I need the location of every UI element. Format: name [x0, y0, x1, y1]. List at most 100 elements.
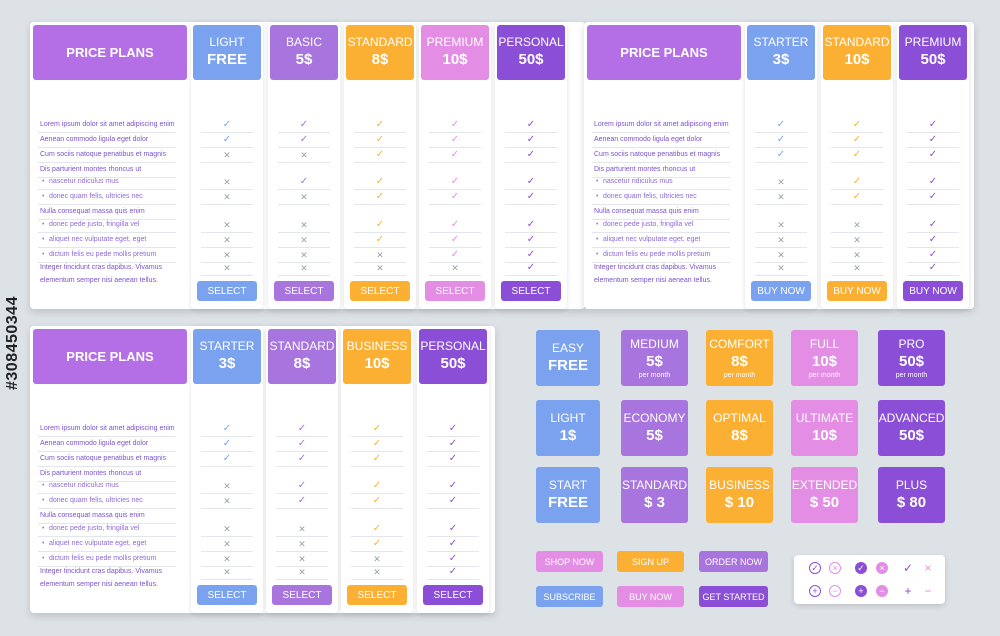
mark-divider — [351, 566, 403, 567]
plan-price: $ 10 — [724, 493, 755, 511]
mark-divider — [201, 451, 253, 452]
mark-divider — [278, 132, 330, 133]
feature-label: aliquet nec vulputate eget, eget — [42, 538, 146, 550]
subscribe-button[interactable]: SUBSCRIBE — [536, 586, 603, 607]
mark-divider — [755, 262, 807, 263]
feature-label: Integer tincidunt cras dapibus. Vivamus — [40, 568, 163, 575]
plan-button[interactable]: BUY NOW — [827, 281, 887, 301]
mark-divider — [354, 189, 406, 190]
plan-button[interactable]: BUY NOW — [903, 281, 963, 301]
plan-button[interactable]: SELECT — [350, 281, 410, 301]
check-icon: ✓ — [375, 234, 385, 245]
plan-header: PERSONAL 50$ — [419, 329, 487, 384]
cross-icon: ✕ — [777, 250, 785, 260]
check-icon: ✓ — [375, 219, 385, 230]
plan-name: LIGHT — [209, 35, 245, 49]
plan-tile[interactable]: BUSINESS $ 10 — [706, 467, 773, 523]
check-icon: ✓ — [297, 495, 307, 506]
check-icon: ✓ — [928, 249, 938, 260]
plan-button[interactable]: SELECT — [347, 585, 407, 605]
mark-divider — [276, 579, 328, 580]
plan-price: 1$ — [559, 426, 577, 444]
plan-tile[interactable]: PRO 50$ per month — [878, 330, 945, 386]
plus-circle-filled-icon: + — [855, 585, 867, 597]
plan-tile[interactable]: COMFORT 8$ per month — [706, 330, 773, 386]
plan-tile[interactable]: ADVANCED 50$ — [878, 400, 945, 456]
check-icon: ✓ — [448, 495, 458, 506]
stock-id-label: #308450344 — [4, 296, 21, 390]
mark-divider — [351, 493, 403, 494]
feature-label: Nulla consequat massa quis enim — [40, 208, 145, 215]
plan-price: 8$ — [293, 355, 311, 372]
plan-button[interactable]: BUY NOW — [751, 281, 811, 301]
plan-button[interactable]: SELECT — [197, 281, 257, 301]
cross-icon: ✕ — [300, 250, 308, 260]
plan-button[interactable]: SELECT — [272, 585, 332, 605]
mark-divider — [429, 232, 481, 233]
plan-button[interactable]: SELECT — [423, 585, 483, 605]
buy-now-button[interactable]: BUY NOW — [617, 586, 684, 607]
plan-price: 3$ — [772, 51, 790, 68]
plan-button[interactable]: SELECT — [501, 281, 561, 301]
mark-divider — [755, 232, 807, 233]
check-icon: ✓ — [902, 561, 914, 575]
plan-tile[interactable]: OPTIMAL 8$ — [706, 400, 773, 456]
cross-circle-filled-icon: × — [876, 562, 888, 574]
plan-button[interactable]: SELECT — [425, 281, 485, 301]
cross-icon: ✕ — [300, 235, 308, 245]
order-now-button[interactable]: ORDER NOW — [699, 551, 768, 572]
sign-up-button[interactable]: SIGN UP — [617, 551, 684, 572]
plan-tile[interactable]: ECONOMY 5$ — [621, 400, 688, 456]
plan-tile[interactable]: LIGHT 1$ — [536, 400, 600, 456]
plan-price: 5$ — [646, 426, 663, 444]
mark-divider — [505, 247, 557, 248]
mark-divider — [831, 247, 883, 248]
mark-divider — [354, 204, 406, 205]
check-icon: ✓ — [448, 538, 458, 549]
plan-tile[interactable]: ULTIMATE 10$ — [791, 400, 858, 456]
plan-price: 50$ — [898, 352, 925, 370]
feature-label: donec quam felis, ultricies nec — [596, 191, 697, 203]
plan-header: PREMIUM 50$ — [899, 25, 967, 80]
plan-name: ADVANCED — [878, 410, 945, 425]
check-icon: ✓ — [526, 219, 536, 230]
mark-divider — [427, 508, 479, 509]
feature-label: Lorem ipsum dolor sit amet adipiscing en… — [594, 121, 729, 128]
plan-name: BASIC — [285, 35, 322, 49]
plan-tile[interactable]: PLUS $ 80 — [878, 467, 945, 523]
get-started-button[interactable]: GET STARTED — [699, 586, 768, 607]
cross-icon: ✕ — [376, 250, 384, 260]
mark-divider — [505, 132, 557, 133]
mark-divider — [755, 162, 807, 163]
check-icon: ✓ — [450, 149, 460, 160]
mark-divider — [354, 132, 406, 133]
mark-divider — [351, 579, 403, 580]
mark-divider — [907, 262, 959, 263]
feature-label: nascetur ridiculus mus — [42, 176, 119, 188]
plan-button[interactable]: SELECT — [197, 585, 257, 605]
plan-button[interactable]: SELECT — [274, 281, 334, 301]
plan-tile[interactable]: START FREE — [536, 467, 600, 523]
cross-icon: ✕ — [223, 263, 231, 273]
cross-icon: ✕ — [373, 554, 381, 564]
feature-label: donec pede justo, fringilla vel — [596, 219, 693, 231]
plan-tile[interactable]: EASY FREE — [536, 330, 600, 386]
shop-now-button[interactable]: SHOP NOW — [536, 551, 603, 572]
plan-name: OPTIMAL — [713, 410, 766, 425]
plan-tile[interactable]: MEDIUM 5$ per month — [621, 330, 688, 386]
mark-divider — [907, 132, 959, 133]
mark-divider — [278, 147, 330, 148]
mark-divider — [427, 536, 479, 537]
plan-name: PERSONAL — [420, 339, 486, 353]
cross-icon: ✕ — [223, 539, 231, 549]
plan-tile[interactable]: EXTENDED $ 50 — [791, 467, 858, 523]
plan-name: EASY — [551, 340, 584, 355]
feature-divider — [38, 162, 176, 163]
plan-price: 10$ — [844, 51, 870, 68]
plan-price: 3$ — [218, 355, 236, 372]
plan-tile[interactable]: STANDARD $ 3 — [621, 467, 688, 523]
mark-divider — [831, 275, 883, 276]
cross-icon: ✕ — [777, 235, 785, 245]
plan-tile[interactable]: FULL 10$ per month — [791, 330, 858, 386]
mark-divider — [201, 204, 253, 205]
